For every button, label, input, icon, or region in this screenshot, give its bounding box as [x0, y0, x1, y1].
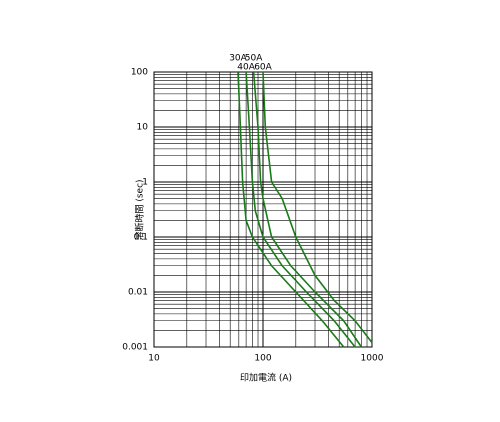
y-tick-label: 0.001	[122, 343, 148, 353]
series-line	[262, 71, 373, 344]
y-tick-label: 10	[137, 123, 149, 133]
y-tick-label: 100	[131, 68, 148, 78]
y-tick-label: 0.01	[128, 288, 148, 298]
x-tick-label: 1000	[361, 354, 384, 364]
x-tick-label: 100	[254, 354, 271, 364]
y-tick-label: 0.1	[134, 233, 148, 243]
series-line	[252, 71, 363, 348]
series-label: 60A	[254, 63, 272, 73]
series-line	[245, 71, 356, 348]
series-label: 30A	[229, 54, 247, 64]
series-line	[237, 71, 345, 348]
series-label: 50A	[245, 54, 263, 64]
series-label: 40A	[237, 63, 255, 73]
x-axis-label: 印加電流 (A)	[240, 372, 292, 384]
x-tick-label: 10	[148, 354, 160, 364]
y-axis-label: 溶断時間 (sec)	[134, 179, 146, 240]
y-tick-label: 1	[142, 178, 148, 188]
